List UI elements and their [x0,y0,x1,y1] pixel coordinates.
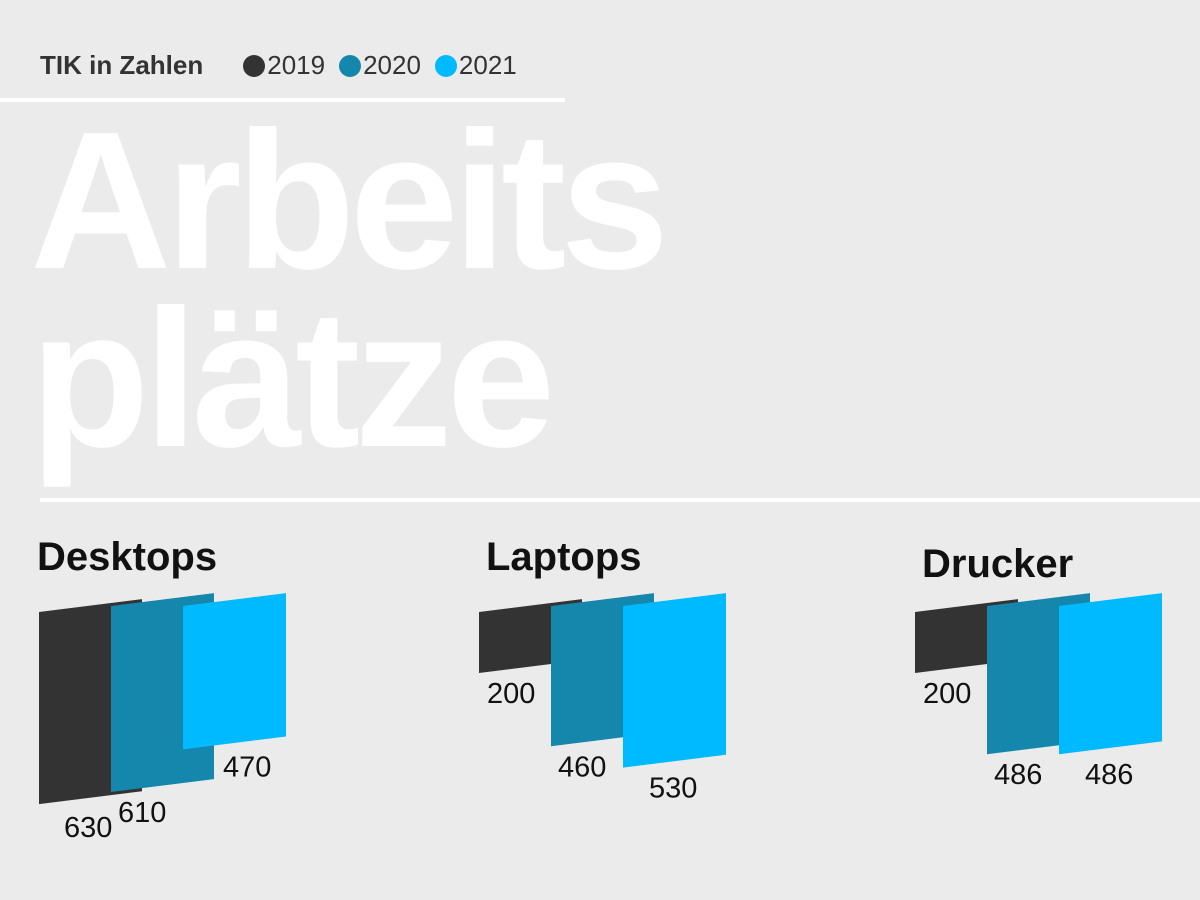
value-label: 470 [223,751,271,783]
top-divider [0,98,565,102]
legend-dot-icon [243,54,266,77]
value-label: 486 [994,759,1042,791]
legend-label: 2019 [267,50,326,80]
header-title: TIK in Zahlen [40,50,204,80]
bar-2021 [623,593,726,768]
big-title-line-1: Arbeits [30,91,669,310]
big-title-line-2: plätze [30,269,555,488]
value-label: 530 [649,773,697,805]
legend-item-2021: 2021 [434,50,517,81]
chart-title: Laptops [486,535,642,579]
legend-dot-icon [339,54,362,77]
value-label: 630 [64,812,112,844]
bar-2021 [183,593,286,750]
value-label: 200 [923,678,971,710]
big-title: Arbeits plätze [30,91,669,488]
bar-2021 [1059,593,1162,755]
legend-item-2019: 2019 [243,50,325,81]
legend-label: 2020 [363,50,421,80]
chart-laptops: Laptops 200 460 530 [479,535,726,805]
value-label: 200 [487,678,535,710]
legend-dot-icon [434,54,457,77]
value-label: 486 [1085,759,1133,791]
chart-desktops: Desktops 630 610 470 [37,535,286,844]
value-label: 460 [558,751,606,783]
chart-title: Desktops [37,535,217,579]
legend-label: 2021 [458,50,517,80]
header: TIK in Zahlen 2019 2020 2021 [40,50,531,81]
legend-item-2020: 2020 [339,50,421,81]
chart-title: Drucker [922,542,1073,586]
value-label: 610 [118,797,166,829]
middle-divider [40,498,1200,502]
chart-drucker: Drucker 200 486 486 [915,542,1162,791]
